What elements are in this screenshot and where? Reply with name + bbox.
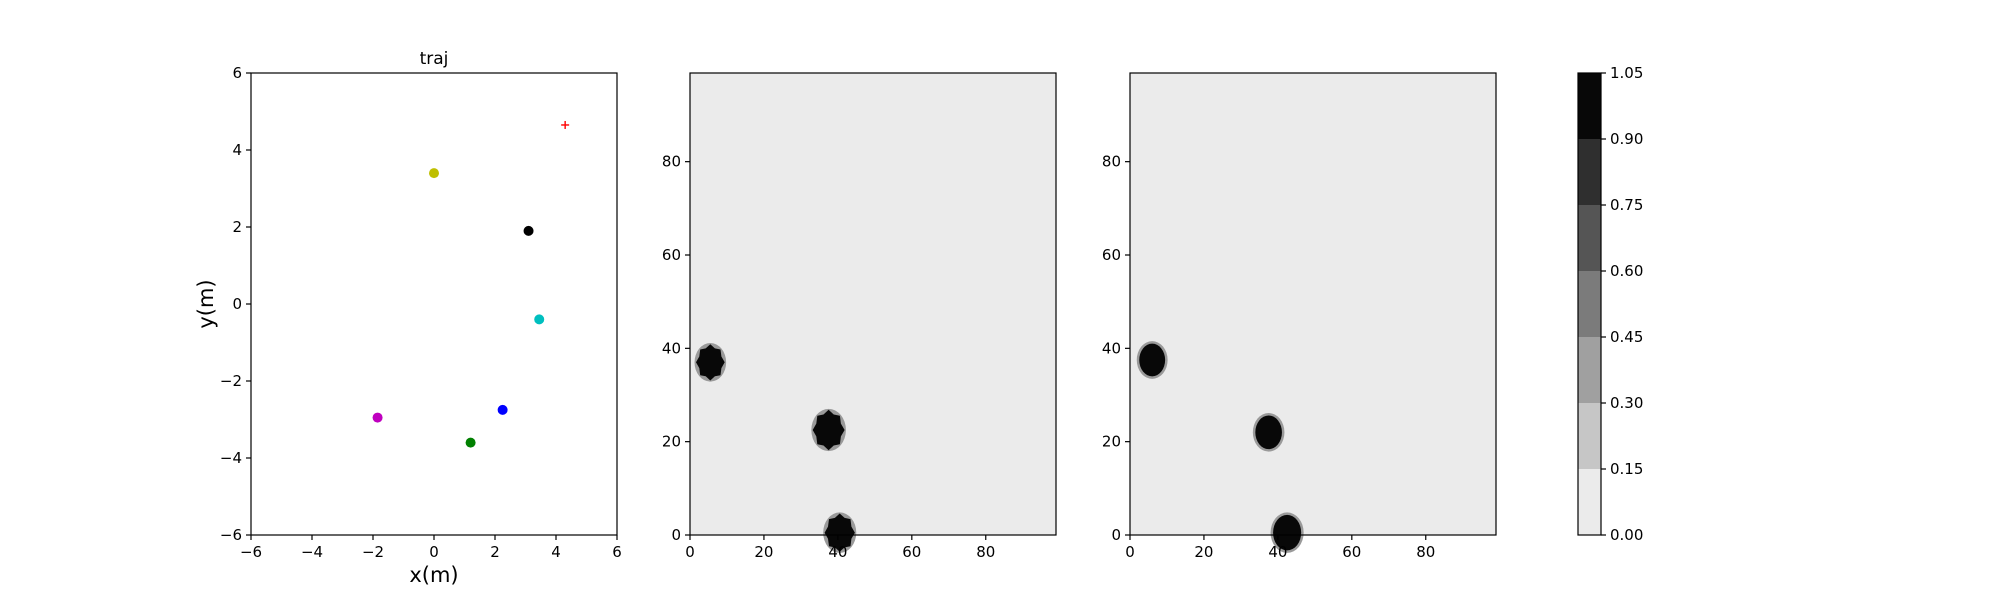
map-1-x-tick-label: 20	[754, 543, 773, 561]
colorbar-band	[1578, 469, 1601, 535]
trajectory-y-tick-label: 2	[232, 218, 242, 236]
map-2-x-tick-label: 40	[1268, 543, 1287, 561]
map-1-y-tick-label: 60	[662, 246, 681, 264]
trajectory-point	[523, 225, 534, 236]
colorbar-bands	[1578, 73, 1601, 535]
map-1-blob	[824, 513, 855, 552]
map-1-y-tick-label: 20	[662, 433, 681, 451]
map-2-y-ticks: 0 20 40 60 80	[1102, 153, 1130, 544]
trajectory-plot-frame	[250, 72, 618, 536]
colorbar-band	[1578, 337, 1601, 403]
colorbar-frame	[1577, 72, 1602, 536]
trajectory-x-tick-label: 2	[490, 543, 500, 561]
map-1-blobs	[694, 343, 857, 553]
map-2-y-tick-label: 80	[1102, 153, 1121, 171]
colorbar-band	[1578, 139, 1601, 205]
trajectory-y-tick-label: −4	[220, 449, 242, 467]
trajectory-point	[465, 437, 476, 448]
colorbar-tick-label: 0.30	[1610, 394, 1643, 412]
colorbar-tick-label: 0.75	[1610, 196, 1643, 214]
map-2-background	[1130, 73, 1496, 535]
colorbar-band	[1578, 73, 1601, 139]
map-2-x-tick-label: 80	[1416, 543, 1435, 561]
trajectory-y-tick-label: −2	[220, 372, 242, 390]
occupancy-map-panel-1: 0 20 40 60 80 0 20 40 60 80	[662, 72, 1057, 561]
map-1-y-tick-label: 40	[662, 339, 681, 357]
colorbar-band	[1578, 205, 1601, 271]
map-2-blob	[1139, 343, 1166, 377]
colorbar-tick-label: 0.45	[1610, 328, 1643, 346]
trajectory-title: traj	[420, 49, 449, 69]
colorbar-tick-label: 1.05	[1610, 64, 1643, 82]
trajectory-point	[497, 404, 508, 415]
occupancy-map-panel-2: 0 20 40 60 80 0 20 40 60 80	[1102, 72, 1497, 561]
map-2-blobs	[1136, 341, 1304, 553]
trajectory-x-tick-label: −4	[301, 543, 323, 561]
trajectory-y-tick-label: −6	[220, 526, 242, 544]
map-1-x-ticks: 0 20 40 60 80	[685, 535, 995, 561]
map-1-y-tick-label: 80	[662, 153, 681, 171]
map-1-blob	[696, 344, 725, 381]
colorbar-band	[1578, 271, 1601, 337]
trajectory-point	[534, 314, 545, 325]
map-2-frame	[1129, 72, 1497, 536]
map-2-x-tick-label: 20	[1194, 543, 1213, 561]
map-1-y-tick-label: 0	[671, 526, 681, 544]
colorbar-tick-label: 0.00	[1610, 526, 1643, 544]
map-2-x-tick-label: 0	[1125, 543, 1135, 561]
goal-marker	[561, 120, 570, 129]
trajectory-x-tick-label: −6	[240, 543, 262, 561]
trajectory-y-ticks: −6 −4 −2 0 2 4 6	[220, 64, 251, 544]
colorbar-tick-label: 0.15	[1610, 460, 1643, 478]
map-1-x-tick-label: 0	[685, 543, 695, 561]
map-1-y-ticks: 0 20 40 60 80	[662, 153, 690, 544]
trajectory-scatter-panel: traj −6 −4 −2 0 2 4 6 −6 −4 −2 0 2 4 6 x(m) y(m)	[194, 49, 622, 587]
map-2-x-tick-label: 60	[1342, 543, 1361, 561]
trajectory-y-tick-label: 6	[232, 64, 242, 82]
map-2-blob	[1255, 415, 1282, 450]
trajectory-point	[429, 168, 439, 179]
trajectory-x-tick-label: 4	[551, 543, 561, 561]
trajectory-points	[372, 120, 570, 448]
trajectory-x-ticks: −6 −4 −2 0 2 4 6	[240, 535, 622, 561]
trajectory-x-tick-label: −2	[362, 543, 384, 561]
trajectory-y-tick-label: 4	[232, 141, 242, 159]
map-1-x-tick-label: 80	[976, 543, 995, 561]
trajectory-point	[372, 412, 383, 423]
colorbar-tick-label: 0.90	[1610, 130, 1643, 148]
map-2-y-tick-label: 40	[1102, 339, 1121, 357]
trajectory-y-tick-label: 0	[232, 295, 242, 313]
colorbar-ticks: 0.00 0.15 0.30 0.45 0.60 0.75 0.90 1.05	[1601, 64, 1643, 544]
map-1-background	[690, 73, 1056, 535]
trajectory-y-axis-label: y(m)	[194, 279, 218, 328]
colorbar: 0.00 0.15 0.30 0.45 0.60 0.75 0.90 1.05	[1577, 64, 1643, 544]
map-2-y-tick-label: 0	[1111, 526, 1121, 544]
map-2-blob	[1273, 514, 1302, 551]
colorbar-band	[1578, 403, 1601, 469]
trajectory-x-tick-label: 0	[429, 543, 439, 561]
map-1-x-tick-label: 60	[902, 543, 921, 561]
map-2-y-tick-label: 20	[1102, 433, 1121, 451]
map-1-x-tick-label: 40	[828, 543, 847, 561]
map-1-blob	[812, 409, 845, 451]
map-1-frame	[689, 72, 1057, 536]
map-2-x-ticks: 0 20 40 60 80	[1125, 535, 1435, 561]
trajectory-x-tick-label: 6	[612, 543, 622, 561]
trajectory-x-axis-label: x(m)	[409, 563, 458, 587]
colorbar-tick-label: 0.60	[1610, 262, 1643, 280]
map-2-y-tick-label: 60	[1102, 246, 1121, 264]
